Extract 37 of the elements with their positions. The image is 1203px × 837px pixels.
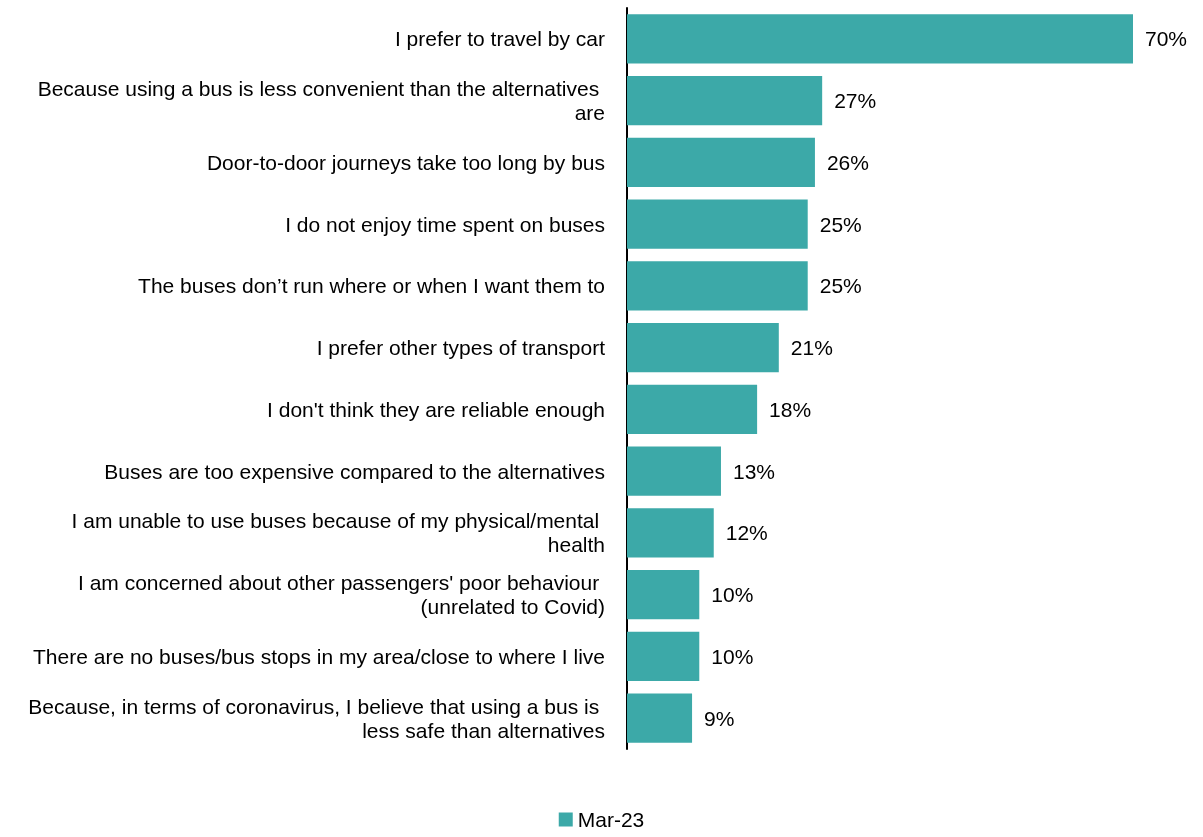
bar xyxy=(627,508,714,558)
bar xyxy=(627,261,808,311)
y-tick-label: I prefer to travel by car xyxy=(394,27,605,51)
y-tick-label: The buses don’t run where or when I want them to xyxy=(138,274,605,298)
y-tick-label: I am concerned about other passengers' poor behaviour (unrelated to Covid) xyxy=(77,571,605,619)
data-label: 25% xyxy=(819,274,862,298)
y-tick-label: Buses are too expensive compared to the alternatives xyxy=(104,459,605,483)
bar xyxy=(627,199,808,249)
y-tick-label: I don't think they are reliable enough xyxy=(267,397,605,421)
data-label: 12% xyxy=(725,521,768,545)
bar xyxy=(627,631,700,682)
data-label: 10% xyxy=(711,644,754,668)
bar xyxy=(627,14,1133,64)
legend-label: Mar-23 xyxy=(577,808,645,831)
bar xyxy=(627,693,693,743)
data-label: 27% xyxy=(834,89,877,113)
data-label: 70% xyxy=(1145,27,1188,51)
bar xyxy=(627,569,700,620)
data-label: 10% xyxy=(711,583,754,607)
data-label: 26% xyxy=(826,150,869,174)
bar xyxy=(627,384,758,435)
data-label: 9% xyxy=(704,706,735,730)
data-label: 18% xyxy=(769,397,812,421)
data-label: 21% xyxy=(790,336,833,360)
y-tick-label: There are no buses/bus stops in my area/close to where I live xyxy=(33,644,605,668)
bar xyxy=(627,137,815,188)
y-tick-label: I do not enjoy time spent on buses xyxy=(285,212,605,236)
y-tick-label: I prefer other types of transport xyxy=(316,336,606,360)
y-tick-label: I am unable to use buses because of my physical/mental health xyxy=(71,509,605,557)
y-tick-label: Because using a bus is less convenient than the alternatives are xyxy=(37,77,605,125)
data-label: 13% xyxy=(732,459,775,483)
y-tick-label: Door-to-door journeys take too long by bus xyxy=(206,150,605,174)
bar xyxy=(627,75,823,126)
bar xyxy=(627,446,721,496)
data-label: 25% xyxy=(819,212,862,236)
y-tick-label: Because, in terms of coronavirus, I believe that using a bus is less safe than alternatives xyxy=(28,694,605,742)
bar xyxy=(627,322,779,373)
